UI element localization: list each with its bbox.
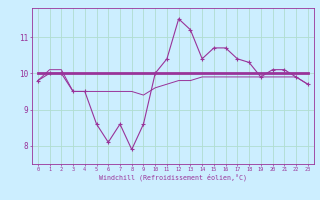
X-axis label: Windchill (Refroidissement éolien,°C): Windchill (Refroidissement éolien,°C) xyxy=(99,174,247,181)
